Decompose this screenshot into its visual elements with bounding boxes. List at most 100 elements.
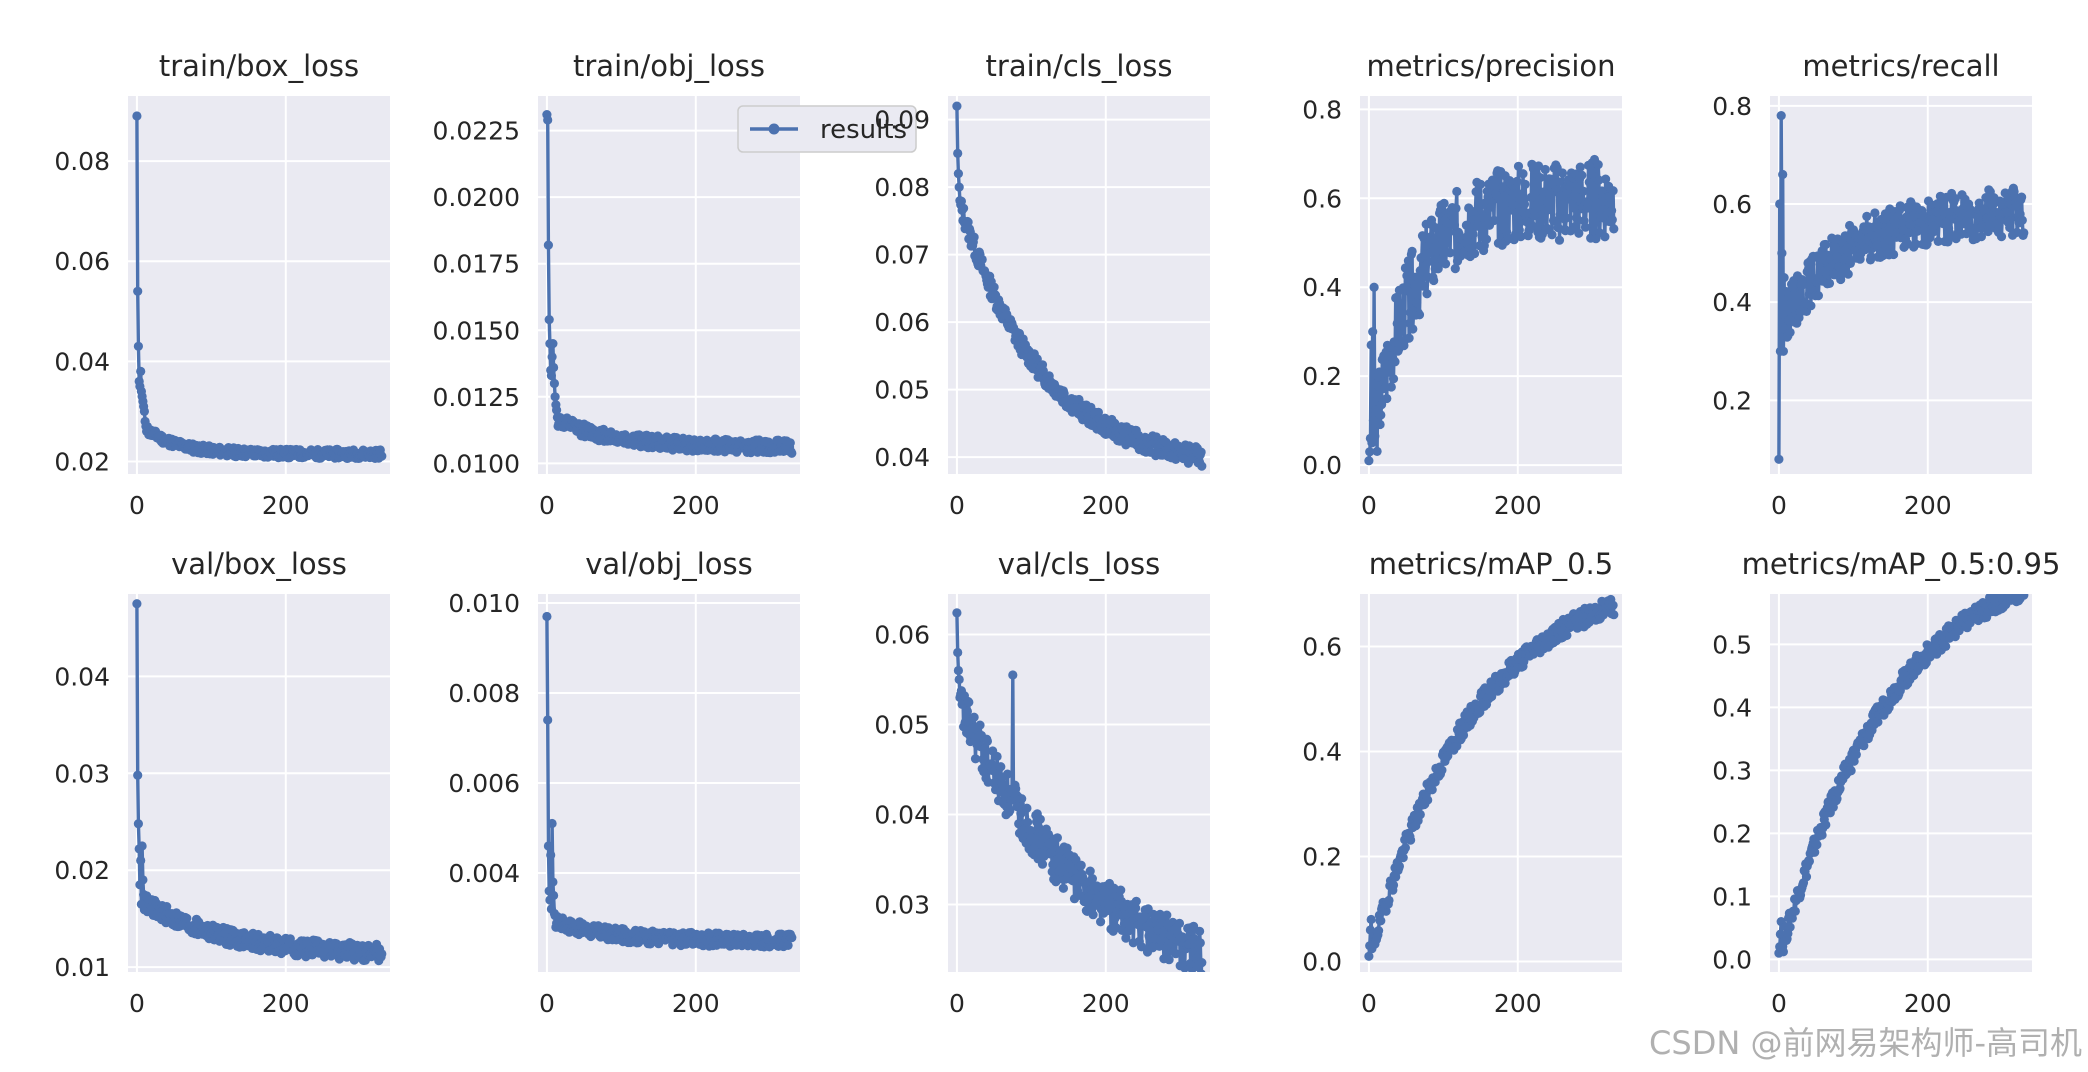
y-tick-label: 0.06 <box>874 308 930 337</box>
series-results <box>1774 111 2029 464</box>
data-point <box>1375 419 1385 430</box>
watermark: CSDN @前网易架构师-高司机 <box>1649 1024 2082 1062</box>
data-point <box>1418 281 1428 291</box>
data-point <box>1554 177 1564 187</box>
data-point <box>1372 446 1382 456</box>
data-point <box>1601 174 1611 184</box>
data-point <box>999 779 1009 790</box>
data-point <box>783 940 793 951</box>
data-point <box>548 339 558 349</box>
data-point <box>544 315 554 325</box>
data-point <box>1562 630 1572 641</box>
subplot-val-box-loss: val/box_loss 0 200 0.01 0.02 0.03 0.04 <box>54 547 390 1018</box>
data-point <box>1540 164 1550 175</box>
data-point <box>1883 234 1893 245</box>
data-point <box>1076 860 1086 870</box>
data-point <box>1996 232 2007 242</box>
data-point <box>1578 186 1588 196</box>
data-point <box>956 196 967 206</box>
x-tick-label: 200 <box>1494 989 1542 1018</box>
data-point <box>1388 880 1399 890</box>
y-tick-label: 0.08 <box>874 173 930 202</box>
data-point <box>1557 168 1568 178</box>
data-point <box>1804 263 1814 273</box>
x-tick-label: 0 <box>949 491 965 520</box>
data-point <box>1777 248 1787 258</box>
data-point <box>1490 177 1500 187</box>
data-point <box>1439 198 1449 208</box>
data-point <box>1196 447 1206 457</box>
data-point <box>1048 860 1058 870</box>
data-point <box>1404 333 1414 343</box>
data-point <box>1535 173 1545 183</box>
data-point <box>293 951 303 961</box>
data-point <box>953 647 963 658</box>
y-tick-label: 0.04 <box>54 347 110 376</box>
data-point <box>1005 805 1015 816</box>
data-point <box>1403 286 1413 296</box>
data-point <box>2015 594 2019 595</box>
data-point <box>1400 843 1410 853</box>
data-point <box>1785 922 1795 932</box>
legend: results <box>737 105 917 153</box>
data-point <box>1609 224 1619 234</box>
data-point <box>989 282 999 292</box>
x-tick-label: 200 <box>1904 989 1952 1018</box>
data-point <box>1461 220 1471 230</box>
data-point <box>1407 246 1417 256</box>
data-point <box>1996 198 2006 208</box>
data-point <box>549 890 559 901</box>
series-results <box>542 611 797 952</box>
series-results <box>952 101 1207 471</box>
data-point <box>1548 215 1559 226</box>
x-tick-label: 200 <box>1904 491 1952 520</box>
y-tick-label: 0.008 <box>448 679 520 708</box>
data-point <box>1785 327 1795 337</box>
data-point <box>1607 215 1617 225</box>
data-point <box>964 697 974 707</box>
data-point <box>1543 197 1553 207</box>
data-point <box>1583 198 1593 208</box>
data-point <box>1470 248 1480 259</box>
subplot-train-box-loss: train/box_loss 0 200 0.02 0.04 0.06 0.08 <box>54 49 390 520</box>
data-point <box>1817 830 1827 840</box>
data-point <box>1821 820 1831 830</box>
data-point <box>1775 199 1785 209</box>
data-point <box>547 818 557 829</box>
data-point <box>1402 271 1412 281</box>
data-point <box>2019 581 2028 590</box>
data-point <box>1431 223 1441 233</box>
data-point <box>1391 292 1402 303</box>
data-point <box>1846 766 1856 776</box>
data-point <box>1478 212 1488 223</box>
data-point <box>1131 903 1141 913</box>
data-point <box>1979 204 1989 214</box>
data-point <box>1520 179 1530 189</box>
data-point <box>1801 872 1812 882</box>
y-tick-label: 0.0 <box>1302 451 1342 480</box>
data-point <box>1406 835 1416 845</box>
y-tick-label: 0.09 <box>874 106 930 135</box>
data-point <box>1037 859 1048 869</box>
data-point <box>1427 785 1437 795</box>
y-tick-label: 0.3 <box>1712 756 1752 785</box>
data-point <box>2005 222 2015 233</box>
data-point <box>1476 179 1486 189</box>
data-point <box>1022 803 1032 813</box>
data-point <box>546 370 557 381</box>
data-point <box>182 913 192 923</box>
x-tick-label: 200 <box>672 989 720 1018</box>
data-point <box>1425 248 1435 258</box>
data-point <box>1813 291 1823 301</box>
x-tick-label: 0 <box>1361 491 1377 520</box>
data-point <box>550 392 560 402</box>
data-point <box>547 352 557 362</box>
data-point <box>1983 226 1993 237</box>
subplot-title: train/cls_loss <box>986 49 1173 83</box>
plot-area <box>128 594 390 972</box>
y-tick-label: 0.08 <box>54 147 110 176</box>
data-point <box>785 438 795 448</box>
data-point <box>133 341 143 351</box>
data-point <box>1002 769 1013 779</box>
y-tick-label: 0.6 <box>1302 184 1342 213</box>
